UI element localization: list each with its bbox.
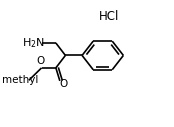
Text: methyl: methyl — [2, 75, 39, 85]
Text: O: O — [60, 79, 68, 89]
Text: H$_2$N: H$_2$N — [22, 36, 45, 50]
Text: O: O — [37, 56, 45, 66]
Text: HCl: HCl — [99, 10, 119, 23]
